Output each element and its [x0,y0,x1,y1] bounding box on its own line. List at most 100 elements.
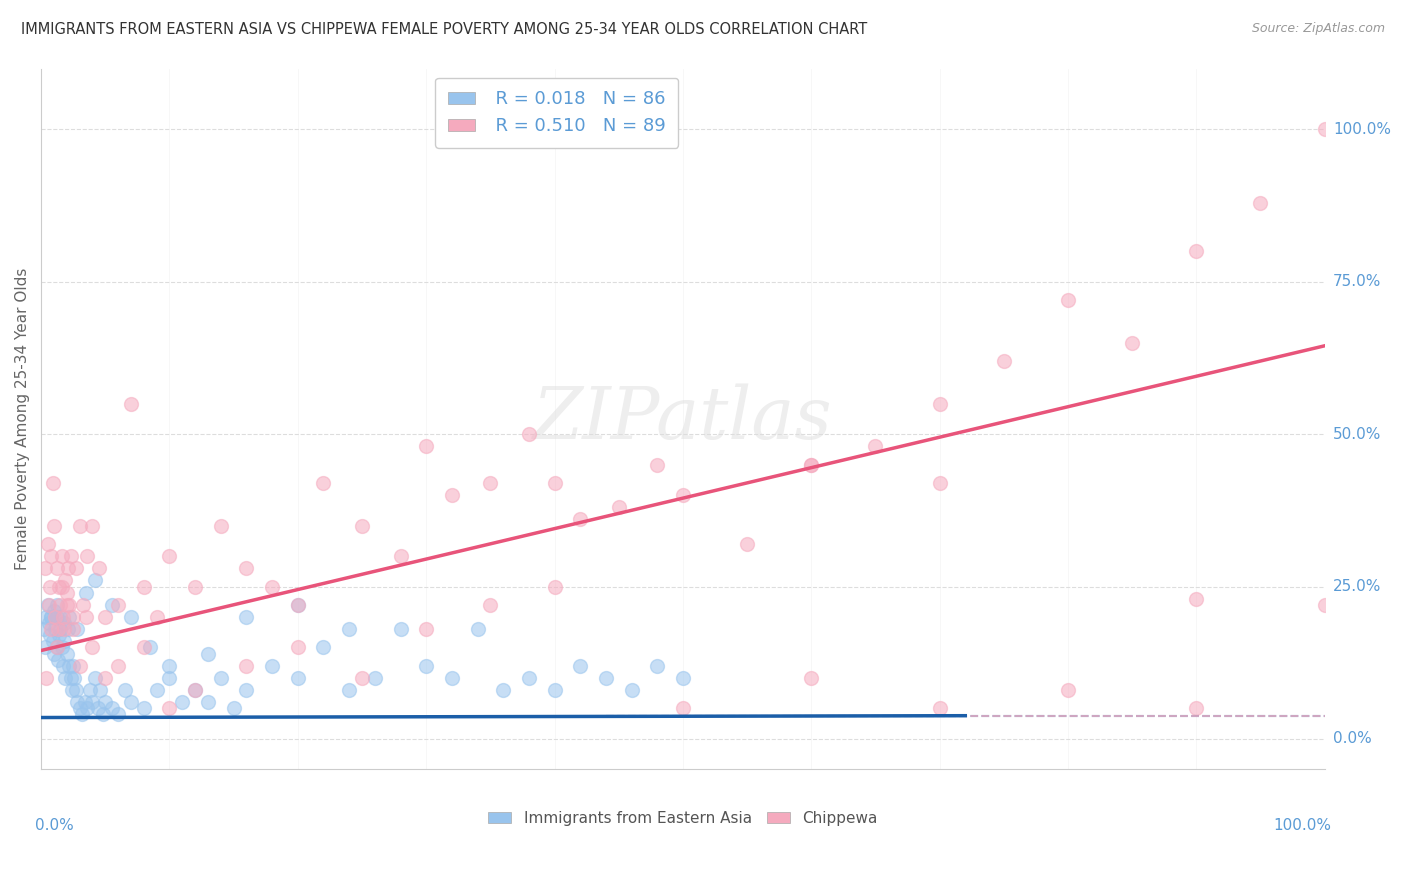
Point [595,671,617,685]
Point [45,561,67,575]
Point [82,640,104,655]
Point [72,598,94,612]
Point [479,598,502,612]
Point [159,549,181,563]
Point [84,671,107,685]
Point [1185,591,1208,606]
Point [1057,293,1080,307]
Point [120,397,142,411]
Point [197,647,219,661]
Point [55,647,77,661]
Text: 25.0%: 25.0% [1333,579,1381,594]
Point [672,671,695,685]
Point [364,671,387,685]
Point [37,537,59,551]
Point [479,475,502,490]
Point [69,701,91,715]
Point [517,427,540,442]
Point [100,701,122,715]
Text: 100.0%: 100.0% [1272,818,1331,833]
Point [415,658,437,673]
Point [62,622,84,636]
Point [928,475,950,490]
Y-axis label: Female Poverty Among 25-34 Year Olds: Female Poverty Among 25-34 Year Olds [15,268,30,570]
Point [75,610,97,624]
Point [543,580,565,594]
Point [55,598,77,612]
Point [159,658,181,673]
Point [415,622,437,636]
Text: 0.0%: 0.0% [35,818,73,833]
Point [312,475,335,490]
Point [45,640,67,655]
Point [94,671,117,685]
Point [645,658,668,673]
Point [350,671,373,685]
Point [993,354,1015,368]
Point [48,580,70,594]
Point [543,683,565,698]
Point [132,640,155,655]
Point [82,518,104,533]
Point [287,598,309,612]
Point [65,561,87,575]
Point [100,598,122,612]
Point [184,683,207,698]
Point [800,458,823,472]
Point [76,549,98,563]
Point [51,580,73,594]
Point [222,701,245,715]
Point [262,658,284,673]
Point [41,610,63,624]
Point [159,701,181,715]
Point [312,640,335,655]
Point [34,561,56,575]
Point [62,658,84,673]
Point [76,701,98,715]
Point [45,610,67,624]
Point [56,561,79,575]
Point [86,701,108,715]
Point [440,671,463,685]
Point [287,598,309,612]
Point [389,622,412,636]
Point [55,671,77,685]
Point [58,610,80,624]
Point [55,585,77,599]
Point [41,610,63,624]
Point [672,701,695,715]
Point [350,518,373,533]
Point [184,580,207,594]
Point [107,658,129,673]
Point [1185,701,1208,715]
Point [49,610,72,624]
Point [51,549,73,563]
Point [66,622,89,636]
Point [262,580,284,594]
Point [44,610,66,624]
Text: 75.0%: 75.0% [1333,275,1381,289]
Point [1121,335,1143,350]
Point [41,634,63,648]
Point [55,574,77,588]
Point [38,598,60,612]
Point [69,658,91,673]
Point [145,683,167,698]
Point [440,488,463,502]
Text: Source: ZipAtlas.com: Source: ZipAtlas.com [1251,22,1385,36]
Point [58,598,80,612]
Point [56,622,79,636]
Point [51,640,73,655]
Point [45,640,67,655]
Point [235,561,257,575]
Point [44,622,66,636]
Point [120,610,142,624]
Point [569,658,592,673]
Point [287,640,309,655]
Point [800,671,823,685]
Text: 50.0%: 50.0% [1333,426,1381,442]
Point [41,549,63,563]
Point [87,561,110,575]
Point [120,695,142,709]
Point [84,574,107,588]
